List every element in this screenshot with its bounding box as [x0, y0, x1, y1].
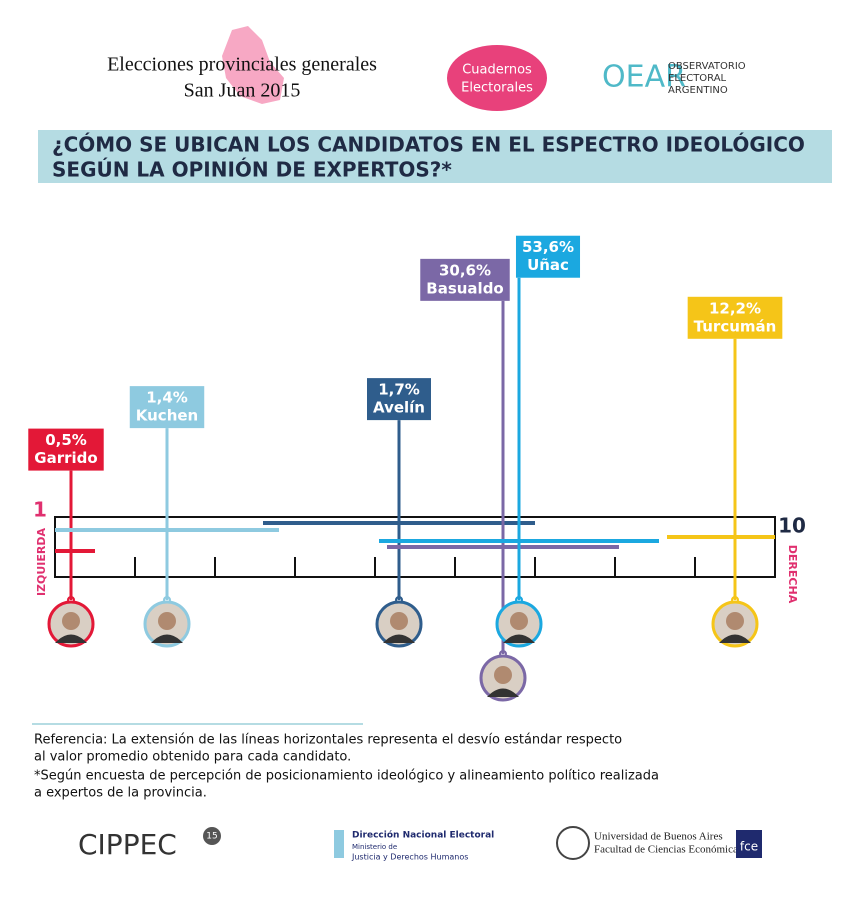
candidate-name: Avelín — [373, 399, 425, 417]
logo-dne: Justicia y Derechos Humanos — [351, 853, 468, 862]
logo-badge-text: 15 — [206, 832, 217, 842]
photo-face — [726, 612, 744, 630]
x-tick-label: 10 — [778, 514, 806, 538]
vote-label: 12,2%Turcumán — [687, 296, 783, 339]
title-band — [38, 130, 832, 183]
photo-body — [55, 634, 87, 643]
logo-fce: fce — [740, 840, 758, 854]
candidate-name: Kuchen — [136, 407, 198, 425]
candidate-name: Basualdo — [426, 279, 503, 297]
photo-face — [390, 612, 408, 630]
province-map — [222, 26, 284, 104]
axis-label-left: IZQUIERDA — [35, 527, 48, 596]
candidate-name: Garrido — [34, 449, 97, 467]
photo-body — [503, 634, 535, 643]
logo-fce-box — [736, 830, 762, 858]
x-tick-label: 1 — [33, 498, 47, 522]
vote-share: 12,2% — [709, 299, 761, 317]
vote-label: 53,6%Uñac — [515, 235, 581, 278]
vote-label-box — [420, 258, 510, 301]
photo-body — [487, 688, 519, 697]
logo-badge — [203, 827, 221, 845]
vote-share: 53,6% — [522, 238, 574, 256]
vote-share: 1,7% — [378, 381, 420, 399]
vote-label-box — [515, 235, 581, 278]
axis-box — [54, 516, 776, 578]
logo-text: ELECTORAL — [668, 73, 727, 84]
logo-flag — [334, 830, 344, 858]
candidate-name: Turcumán — [694, 317, 777, 335]
vote-label-box — [28, 428, 104, 471]
photo-body — [383, 634, 415, 643]
vote-label-box — [367, 378, 431, 421]
photo-body — [719, 634, 751, 643]
header-title: Elecciones provinciales generales — [107, 54, 377, 76]
vote-label-box — [687, 296, 783, 339]
note: a expertos de la provincia. — [34, 786, 207, 801]
candidate-name: Uñac — [527, 256, 569, 274]
vote-label: 0,5%Garrido — [28, 428, 104, 471]
logo-dne: Dirección Nacional Electoral — [352, 830, 494, 841]
logo-seal — [556, 826, 590, 860]
vote-share: 30,6% — [439, 261, 491, 279]
header-subtitle: San Juan 2015 — [184, 80, 301, 102]
photo-face — [62, 612, 80, 630]
spectrum-chart: 1 10 0,5%Garrido 1,4%Kuchen 1,7%Avelín 30,6%B… — [28, 235, 806, 702]
note: Referencia: La extensión de las líneas h… — [34, 733, 622, 748]
logo-dne: Ministerio de — [352, 843, 397, 851]
logo-cippec: CIPPEC — [78, 828, 177, 861]
chart-title: SEGÚN LA OPINIÓN DE EXPERTOS?* — [52, 158, 452, 182]
badge — [447, 45, 547, 111]
logo-uba: Facultad de Ciencias Económicas — [594, 844, 742, 856]
logo-text: OBSERVATORIO — [668, 61, 746, 72]
vote-label: 30,6%Basualdo — [420, 258, 510, 301]
logo-uba: Universidad de Buenos Aires — [594, 831, 723, 843]
photo-body — [151, 634, 183, 643]
logo-mark: OEAR — [602, 60, 686, 95]
photo-face — [510, 612, 528, 630]
vote-label: 1,7%Avelín — [367, 378, 431, 421]
axis-label-right: DERECHA — [786, 545, 799, 604]
vote-share: 0,5% — [45, 431, 87, 449]
vote-label: 1,4%Kuchen — [129, 386, 205, 429]
logo-text: ARGENTINO — [668, 85, 728, 96]
note: al valor promedio obtenido para cada can… — [34, 750, 351, 765]
badge-text: Cuadernos — [462, 63, 532, 78]
vote-share: 1,4% — [146, 389, 188, 407]
photo-face — [158, 612, 176, 630]
chart-title: ¿CÓMO SE UBICAN LOS CANDIDATOS EN EL ESP… — [52, 133, 805, 157]
photo-face — [494, 666, 512, 684]
badge-text: Electorales — [461, 81, 533, 96]
note: *Según encuesta de percepción de posicio… — [34, 769, 659, 784]
vote-label-box — [129, 386, 205, 429]
